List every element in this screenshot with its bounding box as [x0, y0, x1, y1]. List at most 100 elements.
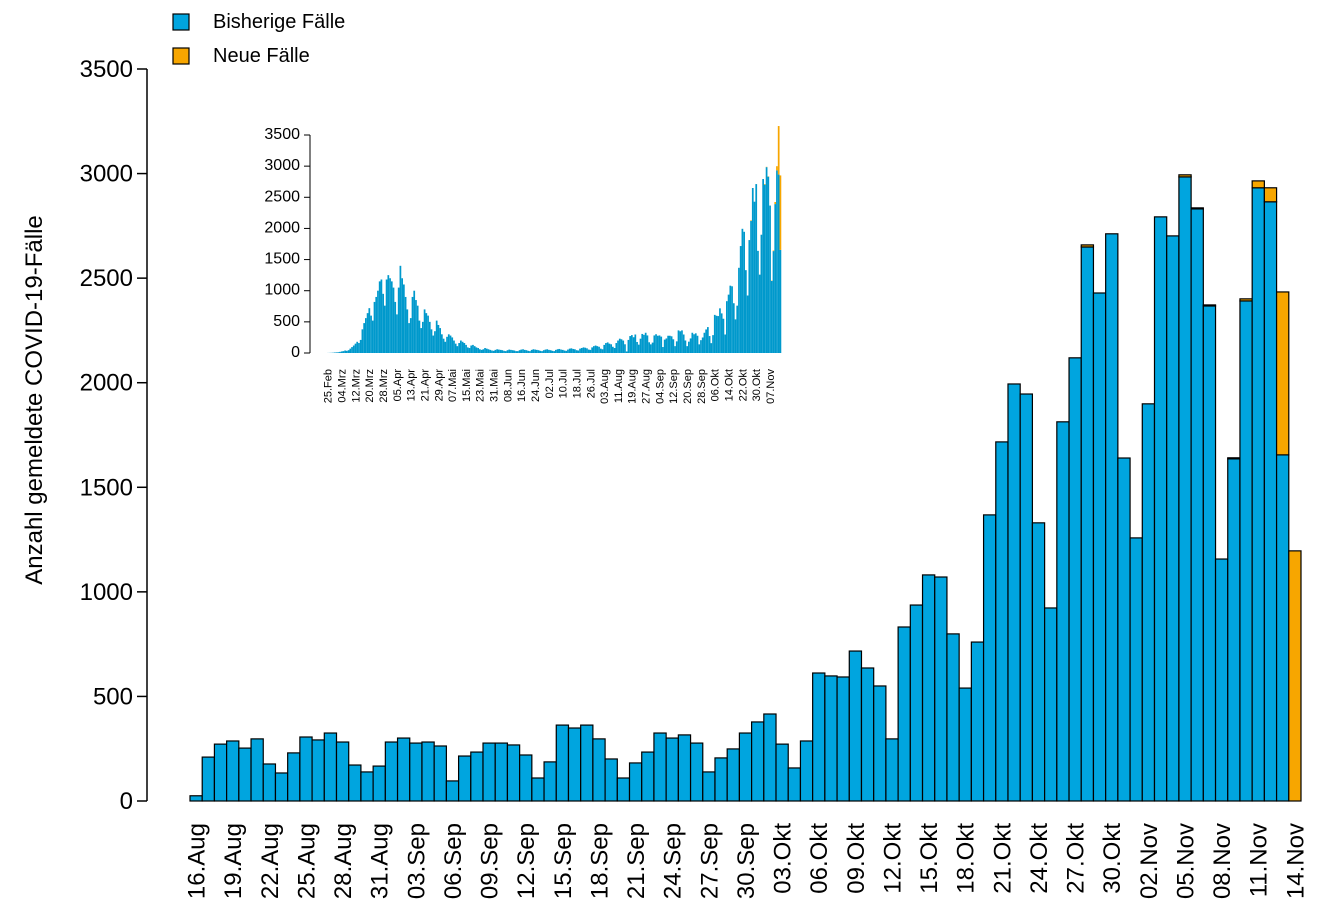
bar — [610, 344, 612, 353]
bar — [607, 342, 609, 353]
x-tick-label: 25.Feb — [323, 369, 335, 403]
bar — [532, 778, 544, 801]
bar — [251, 739, 263, 801]
bar — [413, 291, 415, 353]
bar — [617, 341, 619, 353]
bar — [489, 350, 491, 353]
y-tick-label: 0 — [291, 344, 300, 361]
bar — [510, 350, 512, 353]
bar — [505, 351, 507, 353]
bar — [754, 202, 756, 353]
x-tick-label: 02.Jul — [544, 369, 556, 398]
bar — [778, 175, 780, 353]
bar — [657, 336, 659, 353]
bar — [681, 330, 683, 353]
bar — [374, 302, 376, 353]
bar — [662, 347, 664, 353]
bar — [612, 347, 614, 353]
bar — [1228, 458, 1240, 459]
bar — [1240, 299, 1252, 301]
y-tick-label: 1500 — [264, 251, 300, 268]
bar — [761, 235, 763, 353]
x-tick-label: 24.Sep — [660, 823, 687, 899]
bar — [214, 744, 226, 801]
bar — [698, 344, 700, 353]
bar — [508, 350, 510, 353]
bar — [441, 334, 443, 353]
bar — [361, 772, 373, 801]
bar — [360, 340, 362, 353]
bar — [636, 342, 638, 353]
bar — [336, 352, 338, 353]
bar — [629, 336, 631, 353]
x-tick-label: 15.Okt — [916, 823, 943, 894]
x-tick-label: 31.Aug — [367, 823, 394, 899]
bar — [571, 348, 573, 353]
bar — [685, 340, 687, 353]
bar — [1252, 181, 1264, 188]
bar — [697, 336, 699, 353]
bar — [471, 752, 483, 801]
bar — [788, 768, 800, 801]
legend-swatch — [173, 48, 189, 64]
bar — [476, 347, 478, 353]
bar — [450, 336, 452, 353]
bar — [482, 349, 484, 353]
bar — [539, 351, 541, 353]
bar — [776, 170, 778, 353]
bar — [534, 350, 536, 353]
bar — [1118, 458, 1130, 801]
bar — [529, 351, 531, 353]
x-tick-label: 22.Okt — [737, 369, 749, 401]
bar — [351, 347, 353, 353]
bar — [614, 348, 616, 353]
bar — [800, 741, 812, 801]
x-tick-label: 09.Okt — [843, 823, 870, 894]
bar — [728, 295, 730, 353]
x-tick-label: 10.Jul — [558, 369, 570, 398]
bar — [398, 738, 410, 801]
bar — [375, 297, 377, 353]
bar — [558, 349, 560, 353]
bar — [767, 177, 769, 353]
bar — [984, 515, 996, 801]
bar — [401, 278, 403, 353]
bar — [387, 275, 389, 353]
x-tick-label: 06.Okt — [710, 369, 722, 401]
bar — [588, 350, 590, 353]
bar — [650, 344, 652, 353]
bar — [415, 300, 417, 353]
bar — [503, 351, 505, 353]
bar — [343, 351, 345, 353]
x-tick-label: 03.Aug — [599, 369, 611, 404]
y-tick-label: 3000 — [80, 161, 133, 188]
bar — [733, 303, 735, 353]
bar — [550, 350, 552, 353]
x-tick-label: 05.Apr — [392, 369, 404, 402]
bar — [628, 340, 630, 353]
bar — [555, 350, 557, 353]
bar — [752, 188, 754, 353]
bar — [647, 335, 649, 353]
bar — [727, 749, 739, 801]
bar — [874, 686, 886, 801]
bar — [526, 350, 528, 353]
x-tick-label: 24.Jun — [530, 369, 542, 402]
bar — [688, 342, 690, 353]
x-tick-label: 23.Mai — [475, 369, 487, 402]
x-tick-label: 03.Sep — [403, 823, 430, 899]
bar — [574, 349, 576, 353]
x-tick-label: 06.Okt — [806, 823, 833, 894]
bar — [427, 316, 429, 353]
bar — [312, 740, 324, 801]
bar — [586, 348, 588, 353]
bar — [520, 755, 532, 801]
bar — [341, 351, 343, 353]
bar — [861, 668, 873, 801]
x-tick-label: 18.Okt — [953, 823, 980, 894]
x-tick-label: 25.Aug — [293, 823, 320, 899]
x-tick-label: 12.Okt — [879, 823, 906, 894]
bar — [621, 339, 623, 353]
bar — [451, 337, 453, 353]
